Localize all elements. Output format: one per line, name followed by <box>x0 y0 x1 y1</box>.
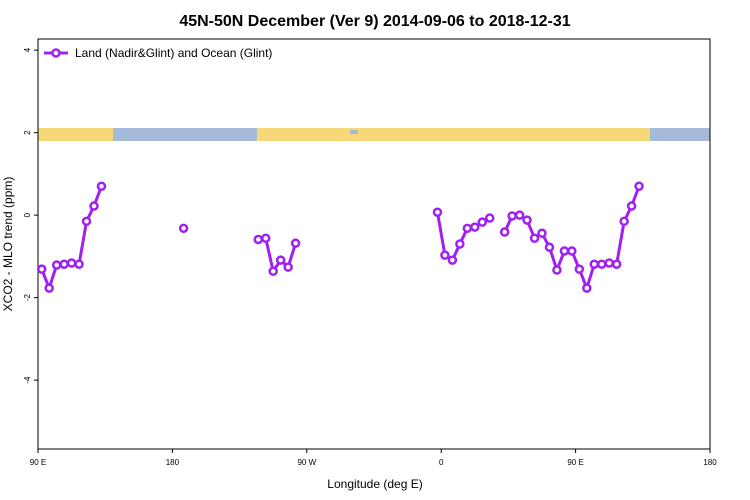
y-tick-label: 2 <box>23 130 32 135</box>
land-ocean-strip <box>38 128 710 141</box>
data-point <box>253 234 264 245</box>
data-point <box>567 246 577 256</box>
data-point <box>74 259 84 269</box>
y-tick-label: -2 <box>23 294 32 302</box>
data-point <box>290 238 301 248</box>
data-point <box>596 259 607 269</box>
data-point <box>574 264 585 274</box>
data-point <box>51 260 62 270</box>
data-point <box>44 283 54 293</box>
x-tick-label: 180 <box>703 458 717 467</box>
legend-marker <box>51 48 61 58</box>
data-point <box>260 233 271 243</box>
data-point <box>36 264 47 274</box>
data-point <box>544 242 555 253</box>
data-point <box>89 201 99 211</box>
series-line <box>40 185 641 293</box>
data-point <box>477 217 488 227</box>
data-point <box>470 222 480 232</box>
data-point <box>626 201 637 211</box>
data-point <box>59 259 69 269</box>
y-tick-label: -4 <box>23 376 32 384</box>
data-point <box>604 258 614 268</box>
data-point <box>499 227 510 237</box>
data-point <box>275 255 286 265</box>
x-axis-label: Longitude (deg E) <box>327 477 422 491</box>
y-tick-label: 4 <box>23 47 32 52</box>
data-point <box>552 265 562 275</box>
data-point <box>559 246 570 256</box>
data-point <box>178 223 189 234</box>
data-point <box>484 213 495 223</box>
data-point <box>611 259 622 269</box>
data-point <box>537 228 547 239</box>
data-point <box>619 216 629 227</box>
data-point <box>66 258 77 268</box>
data-point <box>447 255 458 265</box>
data-point <box>81 216 92 227</box>
data-point <box>96 181 107 192</box>
data-point <box>582 283 592 293</box>
y-tick-label: 0 <box>23 212 32 217</box>
y-axis-label: XCO2 - MLO trend (ppm) <box>1 177 15 312</box>
data-point <box>440 250 450 260</box>
x-tick-label: 0 <box>439 458 444 467</box>
x-tick-label: 90 W <box>297 458 316 467</box>
data-point <box>529 233 540 243</box>
plot-frame <box>37 38 711 450</box>
legend-label: Land (Nadir&Glint) and Ocean (Glint) <box>75 46 272 60</box>
data-point <box>507 211 517 221</box>
data-point <box>283 262 293 272</box>
data-point <box>634 181 644 192</box>
x-tick-label: 90 E <box>567 458 583 467</box>
chart-title: 45N-50N December (Ver 9) 2014-09-06 to 2… <box>179 13 570 30</box>
data-point <box>522 215 532 225</box>
data-point <box>462 223 473 234</box>
x-tick-label: 180 <box>166 458 180 467</box>
data-point <box>589 259 600 269</box>
x-tick-label: 90 E <box>30 458 46 467</box>
data-point <box>268 266 278 276</box>
data-point <box>514 210 525 220</box>
data-point <box>432 207 443 217</box>
data-point <box>455 239 465 249</box>
